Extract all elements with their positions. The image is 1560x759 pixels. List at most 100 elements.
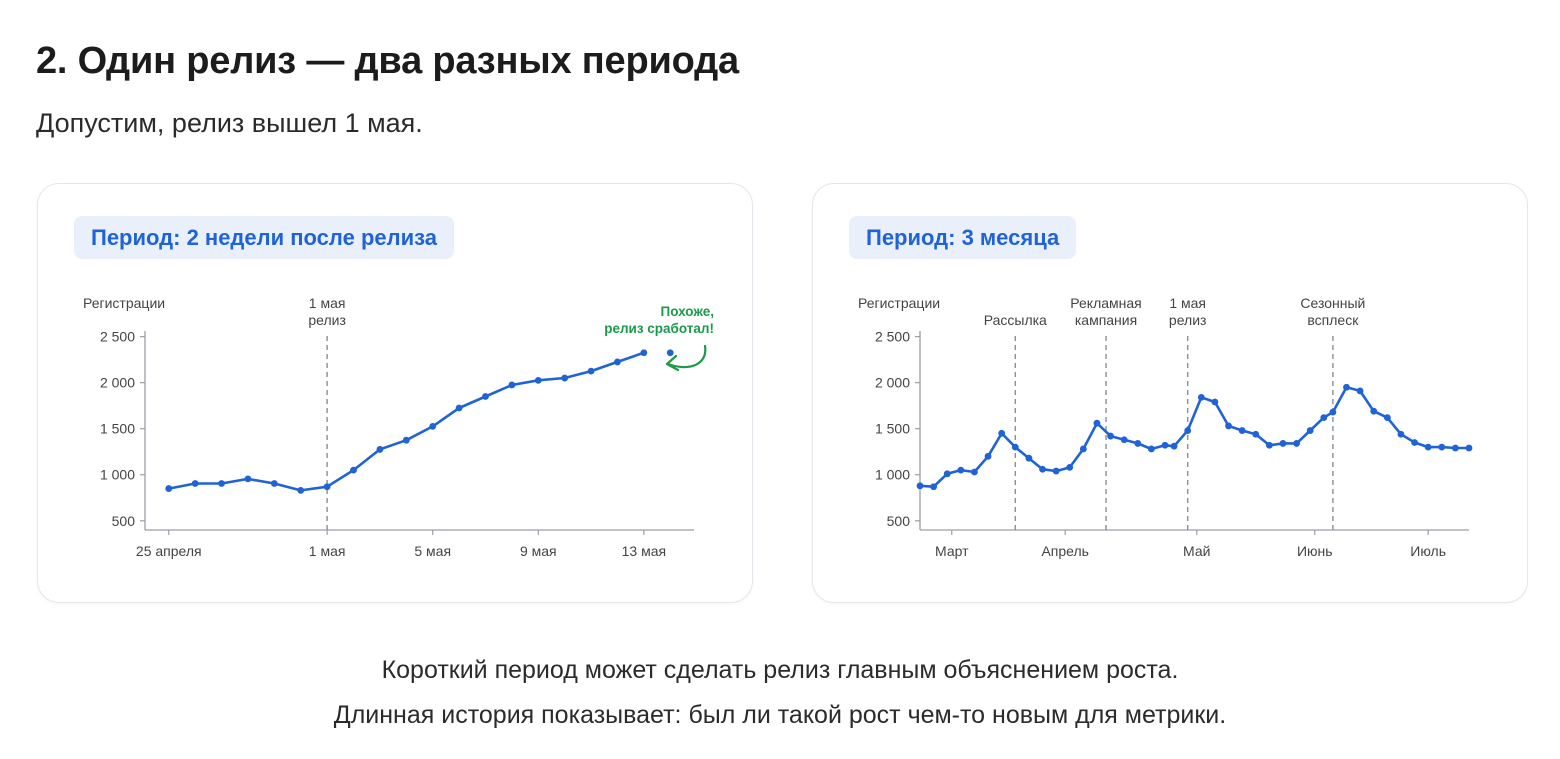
y-tick-label: 1 000 [875,467,910,483]
data-point [323,483,331,491]
event-marker-label: Рассылка [984,312,1047,328]
series-line [918,386,1471,489]
data-point [1383,414,1391,422]
event-marker-label: кампания [1075,312,1137,328]
y-tick-label: 500 [112,513,136,529]
data-point [191,480,199,487]
data-point [1147,445,1155,453]
annotation-text: Похоже, [660,304,714,319]
y-tick-label: 2 000 [100,375,135,391]
data-point [1343,383,1350,391]
y-axis-label: Регистрации [83,295,165,311]
y-tick-label: 1 000 [100,467,135,483]
annotation-arrow-head [665,354,680,372]
series-line [167,351,646,492]
data-point [1184,427,1192,434]
data-point [1161,441,1169,449]
data-point [165,485,173,492]
data-point [1079,445,1087,453]
period-badge-three-months: Период: 3 месяца [849,216,1077,259]
data-point [508,381,516,389]
chart-three-months: Регистрации 500 1 000 1 500 2 000 2 500 Март Ап… [858,295,1473,559]
data-point [1066,463,1074,471]
data-point [943,470,951,478]
y-tick-label: 500 [887,513,911,529]
data-point [587,367,595,375]
data-point [1011,443,1019,451]
data-point [1411,439,1418,446]
data-point [1211,398,1219,406]
data-point [1306,427,1314,434]
data-point [218,480,225,487]
y-tick-label: 2 500 [100,329,135,345]
y-tick-label: 1 500 [875,421,910,437]
y-tick-label: 2 000 [875,375,910,391]
data-point [1225,422,1232,430]
data-point [402,436,410,444]
data-point [666,349,674,357]
chart-card-three-months: Период: 3 месяца Регистрации 500 1 000 1 50… [812,183,1528,603]
event-marker-label: Сезонный [1300,295,1365,311]
data-point [640,349,648,357]
y-tick-label: 2 500 [875,329,910,345]
data-point [482,393,489,400]
event-marker-label: релиз [1169,312,1207,328]
data-point [1120,436,1128,444]
y-tick-label: 1 500 [100,421,135,437]
page-title: 2. Один релиз — два разных периода [36,40,739,82]
data-point [971,468,978,476]
data-point [297,487,305,494]
data-point [930,483,938,491]
data-point [1238,427,1246,434]
data-point [1039,465,1046,473]
x-tick-label: 25 апреля [136,543,202,559]
data-point [1356,387,1364,395]
data-point [1025,454,1033,462]
data-point [376,446,384,453]
data-point [1320,414,1328,422]
data-point [916,482,924,490]
data-point [1107,432,1114,440]
data-point [1397,430,1405,438]
data-point [1134,440,1142,447]
caption-line-1: Короткий период может сделать релиз глав… [381,656,1179,684]
data-point [1293,440,1300,447]
data-point [1370,407,1378,415]
data-point [984,452,992,460]
x-tick-label: Июль [1410,543,1446,559]
data-point [270,480,278,487]
data-point [1093,419,1101,427]
data-point [1465,444,1473,452]
data-point [561,374,569,382]
data-point [534,376,542,384]
x-tick-label: Апрель [1041,543,1089,559]
data-point [1438,443,1446,451]
event-marker-label: 1 мая [309,295,346,311]
data-point [957,466,965,474]
x-tick-label: 1 мая [309,543,346,559]
data-point [455,404,463,412]
data-point [1265,441,1273,449]
x-tick-label: 5 мая [414,543,451,559]
caption-line-2: Длинная история показывает: был ли такой… [333,701,1227,729]
period-badge-two-weeks: Период: 2 недели после релиза [74,216,455,259]
data-point [1252,430,1260,438]
annotation-text: релиз сработал! [604,321,714,336]
event-marker-label: 1 мая [1169,295,1206,311]
data-point [998,429,1006,437]
x-tick-label: Июнь [1297,543,1333,559]
data-point [1424,443,1432,451]
data-point [244,475,252,483]
data-point [1279,440,1287,447]
data-point [614,358,621,366]
annotation-arrow-curve [666,344,707,369]
event-marker-label: релиз [308,312,346,328]
data-point [350,466,357,474]
data-point [1052,467,1060,475]
event-marker-label: всплеск [1307,312,1359,328]
chart-card-two-weeks: Период: 2 недели после релиза Регистраци… [37,183,753,603]
y-axis-label: Регистрации [858,295,940,311]
data-point [1451,444,1459,452]
x-tick-label: 13 мая [622,543,666,559]
chart-two-weeks: Регистрации 500 1 000 1 500 2 000 2 500 25 апр… [83,295,714,559]
